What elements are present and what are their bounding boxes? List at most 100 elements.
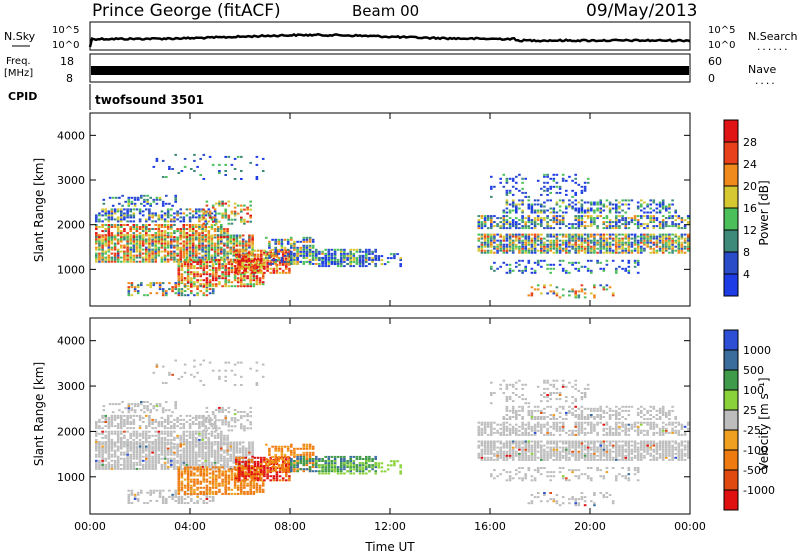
power-cell [256,156,259,158]
power-cell [156,158,159,160]
velocity-cell [242,452,245,454]
power-cell [161,224,164,226]
power-cell [212,164,215,166]
power-cell [546,234,549,236]
power-cell [612,244,615,246]
power-cell [139,253,142,255]
power-cell [186,251,189,253]
power-cell [590,270,593,272]
velocity-cell [223,464,226,466]
velocity-cell [128,407,131,409]
power-cell [384,263,387,265]
power-cell [259,281,262,283]
power-cell [221,259,224,261]
power-cell [257,258,260,260]
power-cell [220,247,223,249]
power-cell [628,266,631,268]
velocity-cell [179,450,182,452]
power-cell [183,243,186,245]
power-cell [206,281,209,283]
power-cell [228,279,231,281]
velocity-cell [220,433,223,435]
power-cell [356,257,359,259]
power-cell [249,279,252,281]
velocity-cell [233,448,236,450]
power-cell [284,253,287,255]
power-cell [151,253,154,255]
power-cell [671,246,674,248]
velocity-cell [192,462,195,464]
power-y-tick-label: 1000 [57,263,85,276]
power-cell [215,269,218,271]
power-cell [543,242,546,244]
power-cell [245,245,248,247]
power-cell [559,264,562,266]
power-cell [606,288,609,290]
power-cell [646,215,649,217]
power-cell [562,268,565,270]
power-cell [518,208,521,210]
power-cell [612,221,615,223]
power-cell [234,158,237,160]
power-cell [235,270,238,272]
power-cell [674,246,677,248]
power-cell [381,259,384,261]
power-cell [559,260,562,262]
power-cell [549,240,552,242]
power-cell [198,216,201,218]
power-cell [206,285,209,287]
velocity-cell [192,446,195,448]
power-cell [98,212,101,214]
power-cell [559,240,562,242]
power-cell [534,236,537,238]
velocity-cell [103,405,106,407]
velocity-cell [108,454,111,456]
power-cell [129,237,132,239]
power-cell [220,251,223,253]
power-cell [353,257,356,259]
power-cell [246,209,249,211]
power-cell [183,257,186,259]
velocity-cell [259,491,262,493]
velocity-cell [111,439,114,441]
power-cell [195,253,198,255]
power-cell [193,271,196,273]
power-cell [671,252,674,254]
power-cell [218,267,221,269]
velocity-cell [126,466,129,468]
power-cell [362,261,365,263]
power-cell [496,246,499,248]
velocity-cell [241,471,244,473]
power-cell [108,251,111,253]
power-cell [108,230,111,232]
power-cell [662,240,665,242]
power-cell [599,199,602,201]
power-colorbar-swatch [724,120,738,142]
velocity-cell [236,450,239,452]
velocity-cell [117,417,120,419]
power-cell [621,234,624,236]
velocity-cell [133,468,136,470]
power-cell [624,242,627,244]
power-cell [534,219,537,221]
power-cell [615,221,618,223]
velocity-cell [154,421,157,423]
power-cell [190,168,193,170]
power-cell [114,239,117,241]
power-cell [568,206,571,208]
velocity-cell [217,448,220,450]
power-cell [243,277,246,279]
power-cell [581,238,584,240]
power-cell [574,219,577,221]
velocity-cell [183,439,186,441]
power-cell [158,218,161,220]
power-cell [509,244,512,246]
power-cell [596,260,599,262]
power-cell [303,239,306,241]
power-cell [528,252,531,254]
power-cell [578,223,581,225]
power-cell [187,273,190,275]
power-cell [95,253,98,255]
power-cell [546,194,549,196]
velocity-cell [104,421,107,423]
